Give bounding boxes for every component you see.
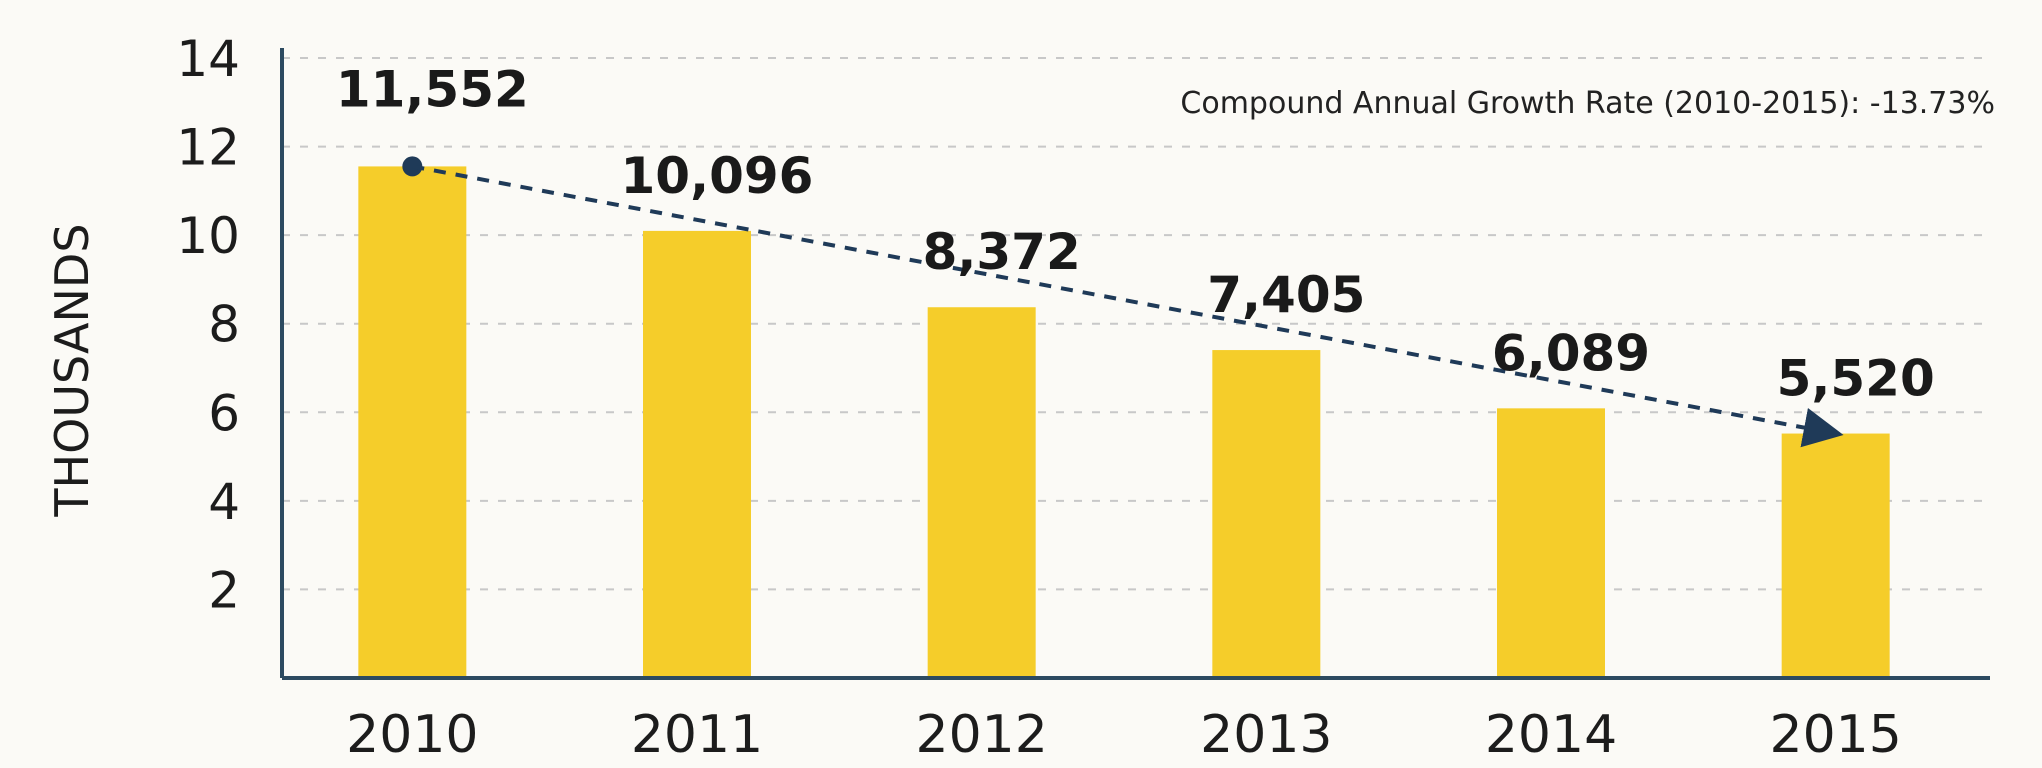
- trend-arrow: [411, 164, 1844, 448]
- data-label: 8,372: [923, 223, 1081, 281]
- bar-2013: [1212, 350, 1321, 678]
- trend-line: [402, 156, 1844, 448]
- data-label: 11,552: [336, 60, 529, 118]
- x-tick-label: 2010: [346, 705, 478, 765]
- data-label: 10,096: [621, 147, 814, 205]
- y-tick-label: 4: [208, 473, 240, 531]
- bar-2014: [1497, 408, 1605, 678]
- y-tick-labels: 2 4 6 8 10 12 14: [176, 30, 240, 619]
- bar-2015: [1781, 433, 1890, 678]
- data-label: 7,405: [1207, 266, 1365, 324]
- x-tick-label: 2014: [1485, 705, 1617, 765]
- y-tick-label: 10: [176, 207, 240, 265]
- x-tick-label: 2011: [631, 705, 763, 765]
- bars: [358, 166, 1890, 679]
- bar-2010: [358, 166, 467, 678]
- y-tick-label: 14: [176, 30, 240, 88]
- bar-2012: [927, 307, 1036, 678]
- x-tick-label: 2013: [1200, 705, 1332, 765]
- data-label: 5,520: [1777, 350, 1935, 408]
- data-labels: 11,552 10,096 8,372 7,405 6,089 5,520: [336, 60, 1935, 407]
- y-axis-label: THOUSANDS: [45, 223, 99, 517]
- data-label: 6,089: [1492, 324, 1650, 382]
- x-tick-labels: 2010 2011 2012 2013 2014 2015: [346, 705, 1902, 765]
- gridlines: [282, 57, 1990, 591]
- y-tick-label: 12: [176, 119, 240, 177]
- x-tick-label: 2015: [1769, 705, 1901, 765]
- cagr-annotation: Compound Annual Growth Rate (2010-2015):…: [1180, 86, 1995, 121]
- x-tick-label: 2012: [915, 705, 1047, 765]
- y-tick-label: 2: [208, 561, 240, 619]
- axes: [280, 48, 1990, 680]
- y-tick-label: 6: [208, 384, 240, 442]
- bar-2011: [643, 230, 751, 679]
- y-tick-label: 8: [208, 296, 240, 354]
